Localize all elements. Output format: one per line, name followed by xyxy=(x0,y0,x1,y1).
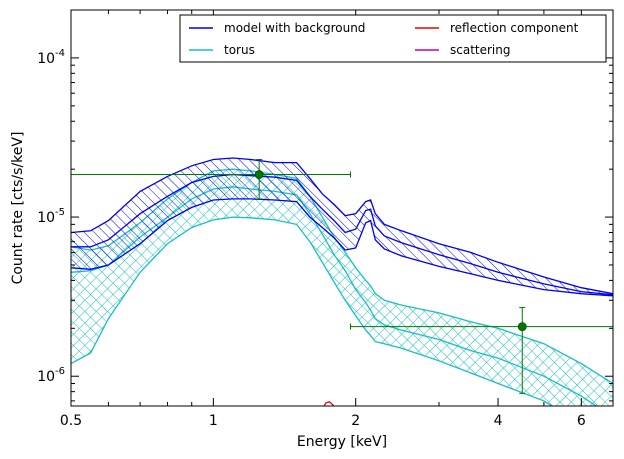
legend-label: model with background xyxy=(224,21,365,35)
legend-box xyxy=(179,14,607,63)
model-with-background-upper-line xyxy=(71,157,613,295)
x-tick-label: 0.5 xyxy=(60,413,82,429)
x-tick-label: 1 xyxy=(209,413,218,429)
legend-label: torus xyxy=(224,43,255,57)
y-tick-label: 10-4 xyxy=(37,48,65,67)
torus-lower-line xyxy=(71,216,554,406)
data-point-1 xyxy=(71,158,352,200)
reflection-component-line xyxy=(323,401,335,406)
x-tick-label: 6 xyxy=(577,413,586,429)
legend-label: reflection component xyxy=(450,21,579,35)
torus-band xyxy=(71,169,613,406)
plot-area xyxy=(71,157,613,406)
model-with-background-band xyxy=(71,158,613,296)
legend: model with background reflection componen… xyxy=(179,14,607,63)
x-axis-label: Energy [keV] xyxy=(297,434,387,450)
axes: 10-6 10-5 10-4 0.5 1 2 4 6 xyxy=(37,9,614,429)
model-with-background-middle-line xyxy=(71,173,613,296)
y-axis-label: Count rate [cts/s/keV] xyxy=(10,132,26,285)
x-tick-label: 2 xyxy=(351,413,360,429)
x-tick-label: 4 xyxy=(494,413,503,429)
y-tick-label: 10-6 xyxy=(37,366,65,385)
data-marker xyxy=(254,170,264,179)
legend-label: scattering xyxy=(450,43,511,57)
model-with-background-lower-line xyxy=(71,198,613,297)
data-point-2 xyxy=(350,307,613,394)
plot-frame xyxy=(70,9,614,407)
data-marker xyxy=(517,322,527,332)
y-tick-label: 10-5 xyxy=(37,207,65,226)
